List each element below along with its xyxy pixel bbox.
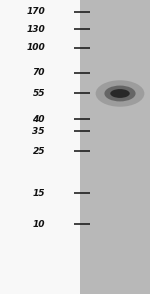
Text: 70: 70 <box>33 69 45 77</box>
Text: 130: 130 <box>26 25 45 34</box>
Ellipse shape <box>104 86 136 101</box>
Ellipse shape <box>110 89 130 98</box>
Text: 25: 25 <box>33 147 45 156</box>
Ellipse shape <box>96 80 144 107</box>
Text: 55: 55 <box>33 89 45 98</box>
Text: 35: 35 <box>33 127 45 136</box>
Bar <box>80 0 150 294</box>
Text: 10: 10 <box>33 220 45 228</box>
Text: 100: 100 <box>26 43 45 52</box>
Text: 40: 40 <box>33 115 45 123</box>
Text: 15: 15 <box>33 189 45 198</box>
Bar <box>0 0 80 294</box>
Text: 170: 170 <box>26 7 45 16</box>
